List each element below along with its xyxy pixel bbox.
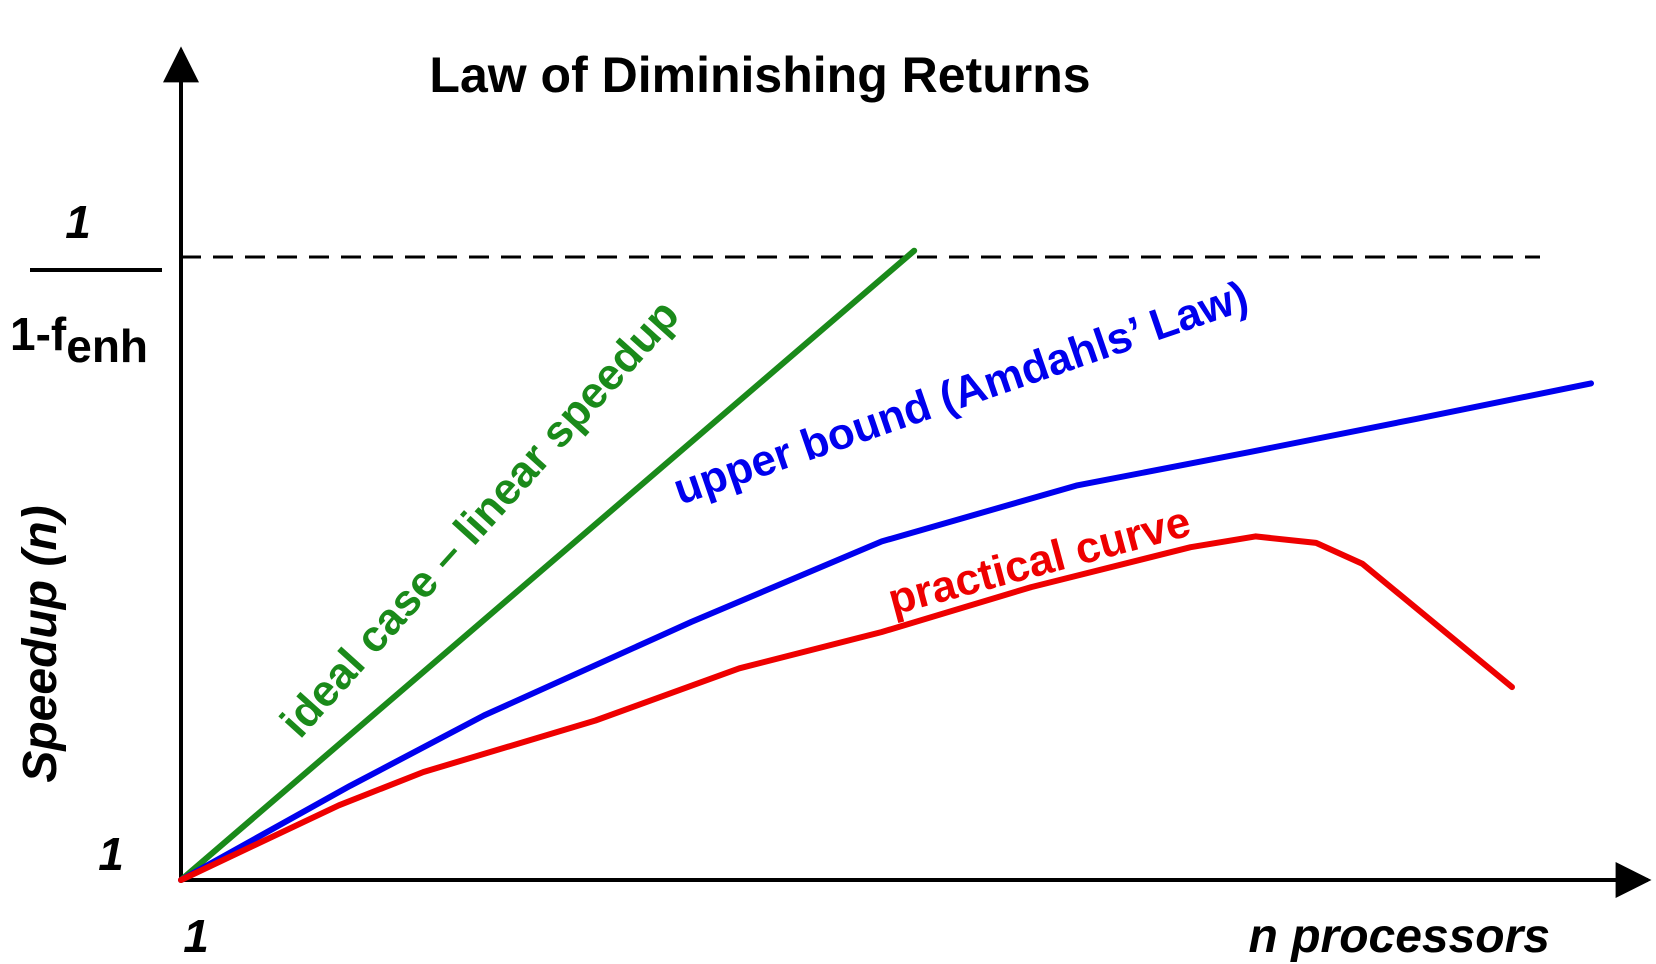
y-tick-label: 1 — [98, 828, 124, 880]
series-label-practical: practical curve — [883, 497, 1196, 625]
denominator-main: 1-f — [10, 308, 67, 360]
series-practical-line — [178, 533, 1515, 883]
denominator-sub: enh — [66, 320, 148, 372]
series-label-ideal: ideal case – linear speedup — [271, 290, 689, 746]
x-tick-label: 1 — [183, 910, 209, 962]
series-amdahl-line — [178, 380, 1594, 883]
x-axis-label: n processors — [1249, 910, 1550, 963]
asymptote-denominator: 1-fenh — [10, 308, 148, 372]
series-layer — [178, 247, 1594, 883]
series-label-amdahl: upper bound (Amdahls’ Law) — [667, 272, 1254, 515]
chart-title: Law of Diminishing Returns — [429, 47, 1090, 103]
y-axis-label: Speedup (n) — [14, 505, 67, 782]
asymptote-numerator: 1 — [65, 196, 91, 248]
series-ideal-line — [178, 247, 918, 883]
